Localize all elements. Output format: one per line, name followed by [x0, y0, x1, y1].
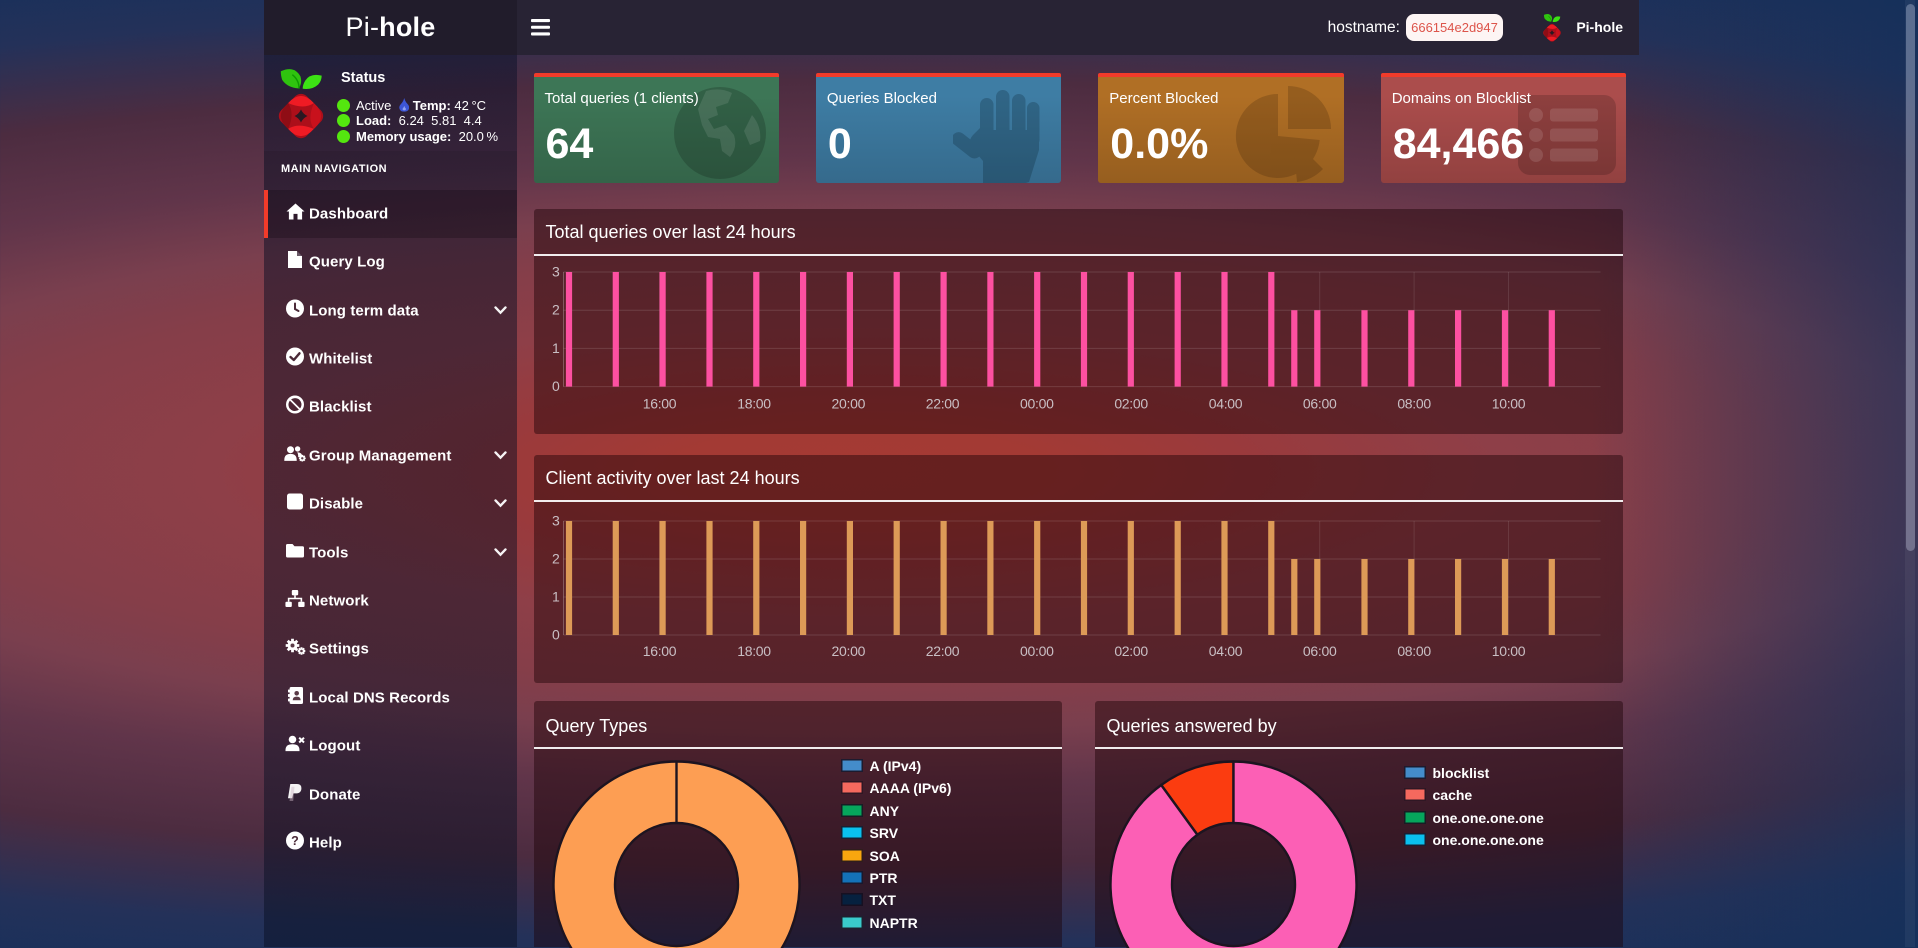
svg-text:02:00: 02:00 [1114, 643, 1148, 659]
svg-text:16:00: 16:00 [642, 643, 676, 659]
svg-text:10:00: 10:00 [1491, 643, 1525, 659]
svg-text:16:00: 16:00 [642, 395, 676, 411]
svg-text:06:00: 06:00 [1302, 643, 1336, 659]
svg-text:0: 0 [552, 626, 560, 642]
svg-text:0: 0 [552, 378, 560, 394]
svg-text:22:00: 22:00 [925, 395, 959, 411]
svg-text:06:00: 06:00 [1302, 395, 1336, 411]
svg-text:18:00: 18:00 [737, 395, 771, 411]
svg-text:02:00: 02:00 [1114, 395, 1148, 411]
svg-text:18:00: 18:00 [737, 643, 771, 659]
svg-text:08:00: 08:00 [1397, 395, 1431, 411]
svg-text:2: 2 [552, 550, 560, 566]
svg-text:3: 3 [552, 263, 560, 279]
svg-text:20:00: 20:00 [831, 643, 865, 659]
svg-text:22:00: 22:00 [925, 643, 959, 659]
svg-text:?: ? [291, 834, 299, 848]
svg-text:00:00: 00:00 [1020, 395, 1054, 411]
svg-text:3: 3 [552, 512, 560, 528]
svg-text:10:00: 10:00 [1491, 395, 1525, 411]
svg-text:1: 1 [552, 588, 560, 604]
svg-text:04:00: 04:00 [1208, 395, 1242, 411]
svg-text:1: 1 [552, 340, 560, 356]
svg-text:2: 2 [552, 301, 560, 317]
svg-text:20:00: 20:00 [831, 395, 865, 411]
svg-text:08:00: 08:00 [1397, 643, 1431, 659]
svg-text:00:00: 00:00 [1020, 643, 1054, 659]
svg-text:04:00: 04:00 [1208, 643, 1242, 659]
